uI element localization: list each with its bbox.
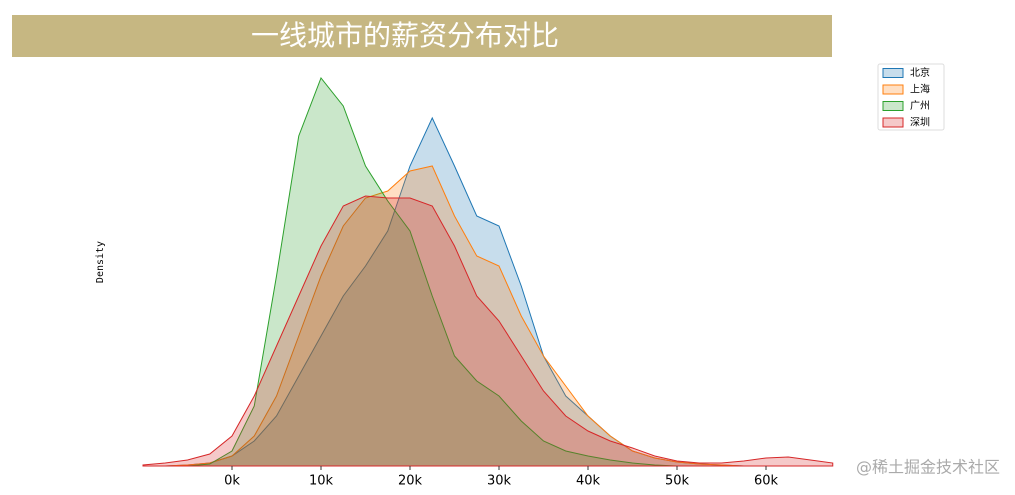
watermark: @稀土掘金技术社区 (856, 458, 1000, 477)
title-banner (12, 15, 832, 57)
legend-label: 北京 (910, 66, 930, 79)
x-tick-label: 30k (487, 474, 512, 489)
x-tick-label: 50k (665, 474, 690, 489)
legend-swatch (882, 84, 904, 95)
legend-label: 上海 (910, 83, 930, 96)
x-tick-label: 20k (398, 474, 423, 489)
legend-swatch (882, 117, 904, 128)
x-tick-label: 0k (224, 474, 240, 489)
chart-title: 一线城市的薪资分布对比 (251, 19, 559, 52)
legend-swatch (882, 68, 904, 78)
legend-swatch (882, 101, 904, 111)
legend-box (877, 63, 945, 131)
x-tick-label: 40k (576, 474, 601, 489)
legend-label: 广州 (910, 100, 930, 112)
x-tick-label: 10k (309, 474, 334, 489)
legend-label: 深圳 (910, 117, 930, 129)
x-tick-label: 60k (754, 474, 779, 489)
density-area (142, 195, 834, 467)
y-axis-label: Density (95, 241, 106, 283)
